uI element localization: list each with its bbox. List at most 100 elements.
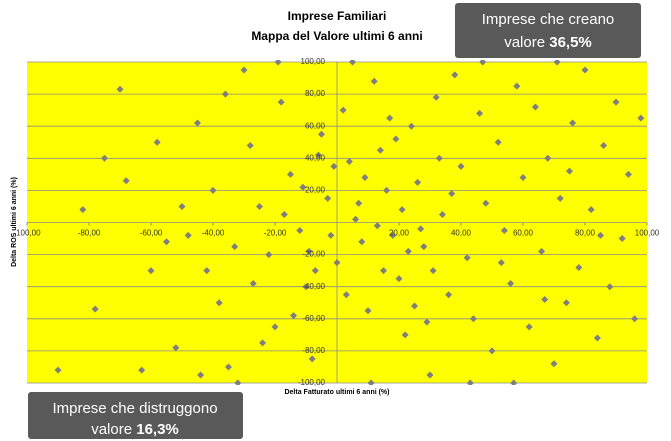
x-tick-label: 40,00	[451, 229, 472, 238]
point	[172, 344, 180, 352]
point	[404, 247, 412, 255]
point	[153, 138, 161, 146]
point	[280, 210, 288, 218]
point	[373, 222, 381, 230]
point	[519, 174, 527, 182]
point	[423, 318, 431, 326]
point	[507, 279, 515, 287]
point	[138, 366, 146, 374]
callout-text: Imprese che creano	[482, 11, 615, 28]
y-tick-label: -20,00	[302, 250, 325, 259]
point	[435, 154, 443, 162]
point	[314, 151, 322, 159]
point	[287, 170, 294, 178]
point	[367, 379, 375, 385]
point	[91, 305, 99, 313]
x-tick-label: 20,00	[389, 229, 410, 238]
point	[482, 199, 490, 207]
point	[101, 154, 108, 162]
point	[581, 66, 589, 74]
callout-text: Imprese che distruggono	[52, 400, 217, 417]
points	[54, 60, 645, 385]
point	[79, 206, 87, 214]
point	[256, 202, 263, 210]
point	[324, 194, 332, 202]
point	[451, 71, 459, 79]
point	[246, 141, 254, 149]
callout: Imprese che distruggono valore 16,3%	[28, 392, 243, 439]
callout-box	[455, 3, 641, 58]
point	[497, 259, 505, 267]
point	[194, 119, 201, 127]
point	[438, 210, 446, 218]
point	[352, 215, 360, 223]
point	[308, 355, 316, 363]
point	[569, 119, 577, 127]
point	[575, 263, 583, 271]
point	[147, 267, 155, 275]
x-tick-label: -20,00	[264, 229, 287, 238]
x-tick-label: -60,00	[140, 229, 163, 238]
point	[290, 312, 298, 320]
point	[513, 82, 521, 90]
point	[225, 363, 232, 371]
point	[299, 183, 307, 191]
point	[302, 283, 310, 291]
grid	[27, 61, 647, 384]
y-tick-label: 80,00	[305, 89, 326, 98]
point	[327, 231, 335, 239]
point	[318, 130, 325, 138]
point	[122, 177, 130, 185]
point	[448, 190, 456, 198]
point	[457, 162, 465, 170]
point	[401, 331, 409, 339]
ticks: 100,00 80,00 60,00 40,00 20,00 -20,00 -40,00 -6…	[13, 57, 659, 387]
point	[566, 167, 573, 175]
point	[116, 85, 124, 93]
point	[339, 106, 347, 114]
point	[364, 307, 372, 315]
point	[277, 98, 285, 106]
point	[249, 279, 257, 287]
point	[417, 225, 425, 233]
point	[271, 323, 279, 331]
point	[383, 186, 391, 194]
point	[407, 122, 415, 130]
point	[376, 146, 384, 154]
point	[476, 109, 484, 117]
point	[265, 251, 273, 259]
point	[587, 206, 595, 214]
x-tick-label: 80,00	[575, 229, 596, 238]
point	[429, 267, 437, 275]
point	[296, 227, 304, 235]
point	[203, 267, 211, 275]
point	[330, 162, 338, 170]
y-tick-label: 40,00	[305, 153, 326, 162]
point	[209, 186, 217, 194]
point	[54, 366, 62, 374]
point	[163, 238, 170, 246]
point	[389, 231, 397, 239]
point	[538, 247, 546, 255]
point	[231, 243, 239, 251]
point	[221, 90, 229, 98]
point	[259, 339, 267, 347]
point	[370, 77, 378, 85]
point	[544, 154, 552, 162]
y-tick-label: -40,00	[302, 282, 325, 291]
point	[311, 267, 319, 275]
point	[612, 98, 620, 106]
y-tick-label: 60,00	[305, 121, 326, 130]
point	[541, 296, 549, 304]
callout-value: 16,3%	[136, 421, 179, 438]
x-tick-label: -100,00	[13, 229, 41, 238]
point	[624, 170, 632, 178]
point	[178, 202, 186, 210]
callout-text: valore	[91, 421, 132, 438]
callout-text: valore 16,3%	[91, 421, 179, 438]
point	[500, 227, 508, 235]
point	[556, 194, 564, 202]
point	[463, 254, 471, 262]
callout-box	[28, 392, 243, 439]
